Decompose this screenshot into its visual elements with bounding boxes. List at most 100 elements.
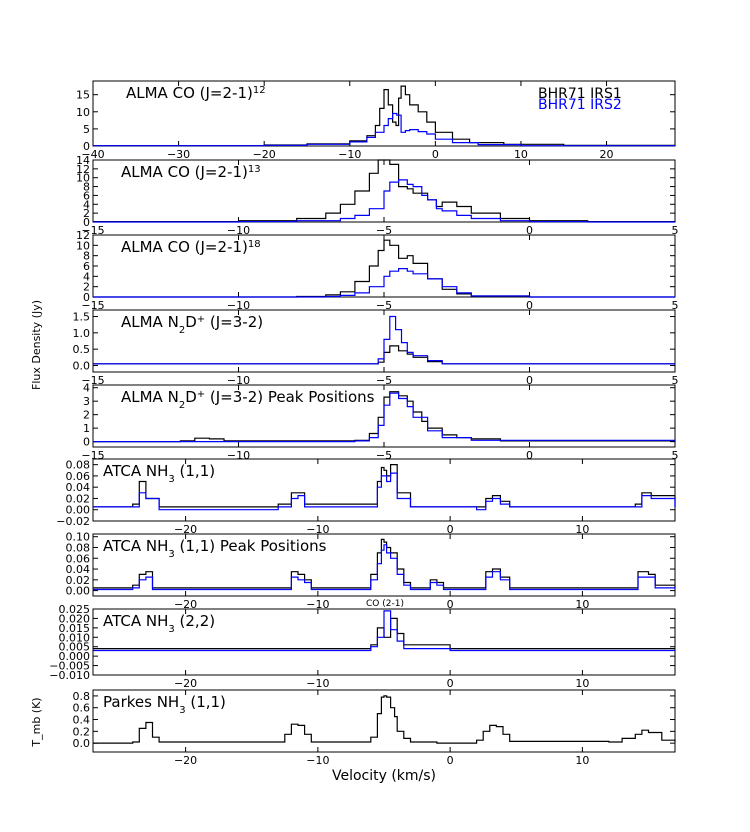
y-tick-label: −0.010 [49, 669, 90, 682]
y-tick-label: 0.10 [66, 531, 91, 544]
panel-9: −20 −10 0 10 0.00.20.40.60.8 Parkes NH3 (1,1) [73, 689, 676, 767]
panel-8: −20 −10 0 10 −0.010−0.0050.0000.0050.0100.01… [49, 603, 676, 690]
x-tick-label: 5 [672, 299, 679, 312]
y-tick-label: 0 [83, 436, 90, 449]
series-line-irs2 [93, 179, 675, 223]
y-axis-label-tmb: T_mb (K) [30, 697, 43, 747]
x-tick-label: 10 [575, 598, 589, 611]
y-tick-label: 0.04 [66, 481, 91, 494]
axes-frame [92, 689, 676, 753]
panel-title: ALMA CO (J=2-1)18 [121, 238, 261, 256]
panel-7: −20 −10 0 10 0.000.020.040.060.080.10 ATCA NH… [66, 531, 676, 611]
x-tick-label: −5 [376, 224, 392, 237]
x-tick-label: −10 [227, 224, 250, 237]
y-tick-label: 14 [76, 154, 90, 167]
y-tick-label: 0.005 [59, 641, 91, 654]
annotation-label: CO (2-1) [366, 599, 404, 609]
y-tick-label: 1.5 [73, 311, 91, 324]
panel-title: ATCA NH3 (2,2) [103, 612, 215, 635]
panel-title: ALMA CO (J=2-1)12 [126, 84, 266, 102]
y-tick-label: 0.4 [73, 714, 91, 727]
y-tick-label: 3 [83, 395, 90, 408]
x-tick-label: −30 [167, 148, 190, 161]
x-tick-label: 5 [672, 374, 679, 387]
axes-frame [92, 533, 676, 597]
y-tick-label: 0 [83, 216, 90, 229]
x-tick-label: 0 [526, 299, 533, 312]
y-tick-label: 0.00 [66, 504, 91, 517]
x-tick-label: 0 [447, 598, 454, 611]
x-tick-label: 10 [514, 148, 528, 161]
y-tick-label: 8 [83, 250, 90, 263]
axes-frame [92, 608, 676, 676]
y-tick-label: 10 [76, 239, 90, 252]
x-tick-label: −15 [81, 299, 104, 312]
x-tick-label: −5 [376, 299, 392, 312]
series-line-irs2 [93, 268, 675, 298]
x-tick-label: −10 [306, 754, 329, 767]
y-tick-label: 2 [83, 207, 90, 220]
series-line-irs2 [93, 544, 676, 591]
y-tick-label: 12 [76, 229, 90, 242]
x-tick-label: 5 [672, 224, 679, 237]
x-tick-label: −20 [174, 523, 197, 536]
y-tick-label: 0.08 [66, 459, 91, 472]
x-tick-label: 0 [447, 677, 454, 690]
series-line-irs1 [93, 159, 676, 223]
y-tick-label: 0.2 [73, 725, 91, 738]
x-tick-label: −10 [227, 299, 250, 312]
x-tick-label: −10 [338, 148, 361, 161]
panel-title: ALMA N2D+ (J=3-2) [121, 313, 263, 336]
panel-title: ALMA CO (J=2-1)13 [121, 163, 261, 181]
y-axis-label: Flux Density (Jy) [30, 300, 43, 390]
panel-title: ATCA NH3 (1,1) [103, 462, 215, 485]
series-line-irs2 [93, 610, 675, 652]
x-tick-label: 10 [575, 523, 589, 536]
series-line-irs2 [93, 392, 676, 443]
x-tick-label: −10 [227, 374, 250, 387]
y-tick-label: 0.0 [73, 737, 91, 750]
y-tick-label: −0.02 [56, 515, 90, 528]
y-tick-label: 4 [83, 198, 90, 211]
y-tick-label: 0.8 [73, 690, 91, 703]
x-tick-label: 0 [526, 224, 533, 237]
panel-title: Parkes NH3 (1,1) [103, 693, 226, 716]
x-tick-label: −40 [81, 148, 104, 161]
series-line-irs1 [93, 695, 676, 744]
panel-title: ATCA NH3 (1,1) Peak Positions [103, 537, 327, 560]
x-tick-label: 0 [447, 523, 454, 536]
x-tick-label: −5 [376, 374, 392, 387]
series-line-irs1 [93, 391, 676, 443]
y-tick-label: 0.02 [66, 492, 91, 505]
y-tick-label: 0.025 [59, 603, 91, 616]
panel-title: ALMA N2D+ (J=3-2) Peak Positions [121, 388, 375, 411]
y-tick-label: 5 [83, 123, 90, 136]
series-line-irs2 [93, 315, 675, 365]
y-tick-label: 4 [83, 382, 90, 395]
x-tick-label: 20 [600, 148, 614, 161]
x-axis-label: Velocity (km/s) [332, 768, 436, 784]
x-tick-label: −10 [306, 598, 329, 611]
x-tick-label: −10 [227, 449, 250, 462]
panel-6: −20 −10 0 10 −0.020.000.020.040.060.08 ATCA N… [56, 458, 676, 536]
x-tick-label: −10 [306, 523, 329, 536]
y-tick-label: 0.010 [59, 631, 91, 644]
y-tick-label: 0.08 [66, 541, 91, 554]
x-tick-label: 0 [526, 449, 533, 462]
y-tick-label: 1.0 [73, 327, 91, 340]
y-tick-label: 4 [83, 270, 90, 283]
panel-4: −15 −10 −5 0 5 0.0 0.5 1.0 1.5 ALMA N2D+ (J=3-2) [73, 309, 679, 387]
y-tick-label: 15 [76, 89, 90, 102]
y-tick-label: 0 [83, 140, 90, 153]
y-tick-label: 8 [83, 181, 90, 194]
y-tick-label: 2 [83, 281, 90, 294]
y-tick-label: 0.02 [66, 574, 91, 587]
x-tick-label: −20 [174, 677, 197, 690]
x-tick-label: 0 [432, 148, 439, 161]
y-tick-label: 2 [83, 409, 90, 422]
y-tick-label: 6 [83, 189, 90, 202]
